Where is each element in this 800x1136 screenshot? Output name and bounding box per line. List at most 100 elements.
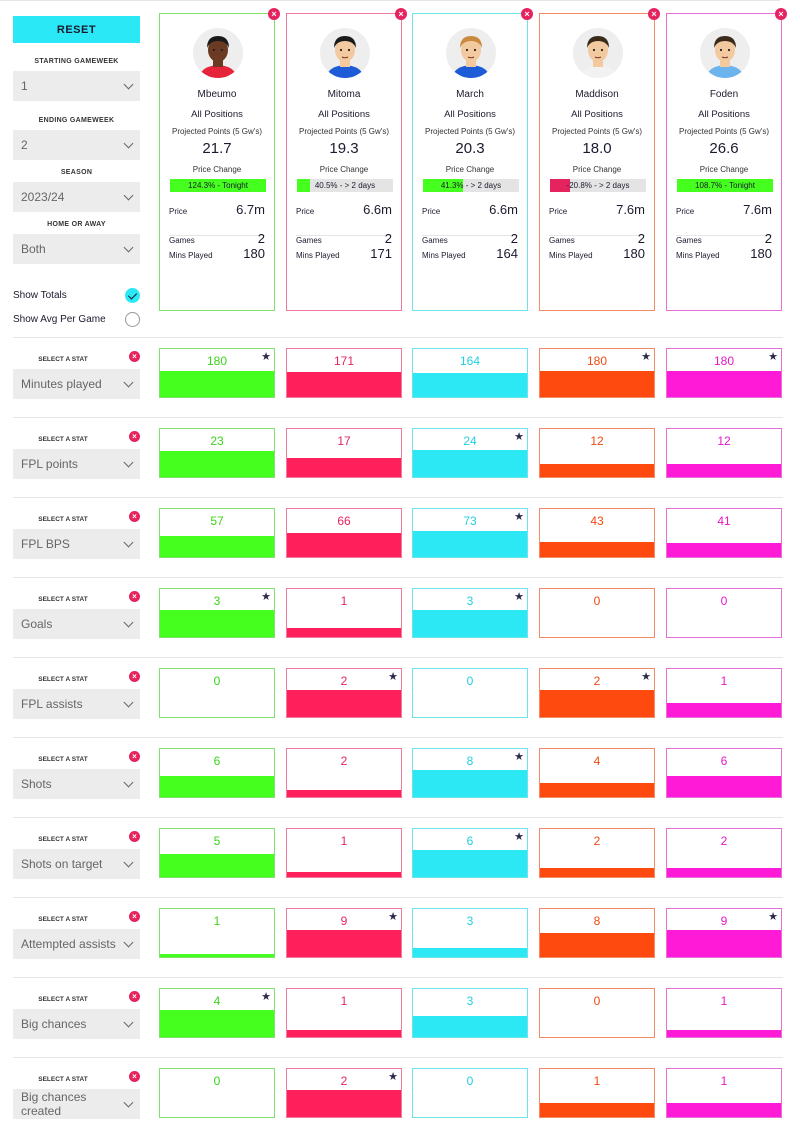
show-totals-toggle[interactable]: Show Totals bbox=[13, 288, 140, 303]
close-icon[interactable]: × bbox=[129, 431, 140, 442]
chevron-down-icon bbox=[123, 1017, 134, 1027]
stat-cell: 0 bbox=[666, 588, 782, 638]
player-name: Mitoma bbox=[327, 89, 361, 100]
stat-value: 3 bbox=[466, 994, 474, 1008]
close-icon[interactable]: × bbox=[129, 991, 140, 1002]
stat-value: 2 bbox=[593, 674, 601, 688]
mins-label: Mins Played bbox=[422, 251, 466, 260]
checkmark-icon[interactable] bbox=[125, 288, 140, 303]
row-divider bbox=[13, 897, 783, 898]
stat-value: 164 bbox=[459, 354, 481, 368]
stat-cell: 0 bbox=[159, 668, 275, 718]
stat-value: 57 bbox=[210, 514, 224, 528]
stat-cell: 24 ★ bbox=[412, 428, 528, 478]
chevron-down-icon bbox=[123, 190, 134, 200]
radio-icon[interactable] bbox=[125, 312, 140, 327]
reset-button[interactable]: RESET bbox=[13, 16, 140, 43]
stat-value: 9 bbox=[720, 914, 728, 928]
stat-select-value: FPL assists bbox=[21, 697, 83, 711]
season-select[interactable]: 2023/24 bbox=[13, 182, 140, 212]
stat-bar bbox=[667, 776, 781, 797]
stat-select[interactable]: Goals bbox=[13, 609, 140, 639]
stat-cell: 6 ★ bbox=[412, 828, 528, 878]
stat-bar bbox=[160, 370, 274, 397]
stat-select[interactable]: Big chances created bbox=[13, 1089, 140, 1119]
stat-bar bbox=[667, 703, 781, 717]
stat-bar bbox=[413, 609, 527, 637]
stat-bar bbox=[160, 954, 274, 957]
card-divider bbox=[296, 235, 392, 236]
stat-bar bbox=[540, 689, 654, 717]
stat-select[interactable]: FPL BPS bbox=[13, 529, 140, 559]
stat-cell: 0 bbox=[412, 1068, 528, 1118]
stat-cell: 0 bbox=[539, 988, 655, 1038]
stat-select[interactable]: FPL points bbox=[13, 449, 140, 479]
close-icon[interactable]: × bbox=[395, 8, 407, 20]
games-value: 2 bbox=[510, 231, 518, 246]
mins-label: Mins Played bbox=[169, 251, 213, 260]
stat-value: 6 bbox=[720, 754, 728, 768]
stat-bar bbox=[667, 1103, 781, 1117]
mins-value: 164 bbox=[496, 246, 518, 261]
games-row: Games 2 bbox=[549, 231, 645, 246]
stat-cell: 3 bbox=[412, 908, 528, 958]
price-label: Price bbox=[296, 207, 315, 216]
home-away-select[interactable]: Both bbox=[13, 234, 140, 264]
price-change-label: Price Change bbox=[192, 165, 242, 174]
row-divider bbox=[13, 337, 783, 338]
stat-select[interactable]: Shots bbox=[13, 769, 140, 799]
close-icon[interactable]: × bbox=[129, 1071, 140, 1082]
stat-value: 0 bbox=[466, 1074, 474, 1088]
close-icon[interactable]: × bbox=[521, 8, 533, 20]
close-icon[interactable]: × bbox=[129, 831, 140, 842]
close-icon[interactable]: × bbox=[129, 911, 140, 922]
stat-select[interactable]: Big chances bbox=[13, 1009, 140, 1039]
stat-bar bbox=[667, 464, 781, 477]
stat-cell: 23 bbox=[159, 428, 275, 478]
stat-cell: 0 bbox=[539, 588, 655, 638]
stat-bar bbox=[160, 1009, 274, 1037]
show-avg-toggle[interactable]: Show Avg Per Game bbox=[13, 312, 140, 327]
star-icon: ★ bbox=[641, 671, 651, 683]
stat-cell: 5 bbox=[159, 828, 275, 878]
stat-value: 23 bbox=[210, 434, 224, 448]
stat-cell: 6 bbox=[159, 748, 275, 798]
card-divider bbox=[422, 235, 518, 236]
chevron-down-icon bbox=[123, 857, 134, 867]
price-change-text: 41.3% - > 2 days bbox=[440, 181, 502, 190]
ending-gameweek-select[interactable]: 2 bbox=[13, 130, 140, 160]
close-icon[interactable]: × bbox=[268, 8, 280, 20]
stat-cell: 17 bbox=[286, 428, 402, 478]
mins-label: Mins Played bbox=[296, 251, 340, 260]
price-change-bar: -20.8% - > 2 days bbox=[550, 179, 646, 192]
stat-cell: 6 bbox=[666, 748, 782, 798]
stat-select[interactable]: Attempted assists bbox=[13, 929, 140, 959]
price-label: Price bbox=[549, 207, 568, 216]
stat-cell: 0 bbox=[159, 1068, 275, 1118]
close-icon[interactable]: × bbox=[129, 351, 140, 362]
stat-bar bbox=[287, 372, 401, 397]
price-label: Price bbox=[422, 207, 441, 216]
close-icon[interactable]: × bbox=[775, 8, 787, 20]
stat-select[interactable]: Minutes played bbox=[13, 369, 140, 399]
close-icon[interactable]: × bbox=[129, 671, 140, 682]
player-avatar bbox=[193, 28, 243, 78]
season-value: 2023/24 bbox=[21, 190, 65, 204]
player-position: All Positions bbox=[318, 109, 370, 120]
stat-cell: 2 bbox=[539, 828, 655, 878]
price-change-fill bbox=[677, 179, 773, 192]
projected-points: 20.3 bbox=[455, 140, 485, 157]
close-icon[interactable]: × bbox=[129, 591, 140, 602]
stat-bar bbox=[540, 370, 654, 397]
player-position: All Positions bbox=[191, 109, 243, 120]
stat-select[interactable]: Shots on target bbox=[13, 849, 140, 879]
starting-gameweek-select[interactable]: 1 bbox=[13, 71, 140, 101]
stat-select[interactable]: FPL assists bbox=[13, 689, 140, 719]
row-divider bbox=[13, 497, 783, 498]
stat-bar bbox=[160, 609, 274, 637]
stat-cell: 8 bbox=[539, 908, 655, 958]
stat-cell: 164 bbox=[412, 348, 528, 398]
close-icon[interactable]: × bbox=[129, 751, 140, 762]
close-icon[interactable]: × bbox=[648, 8, 660, 20]
close-icon[interactable]: × bbox=[129, 511, 140, 522]
